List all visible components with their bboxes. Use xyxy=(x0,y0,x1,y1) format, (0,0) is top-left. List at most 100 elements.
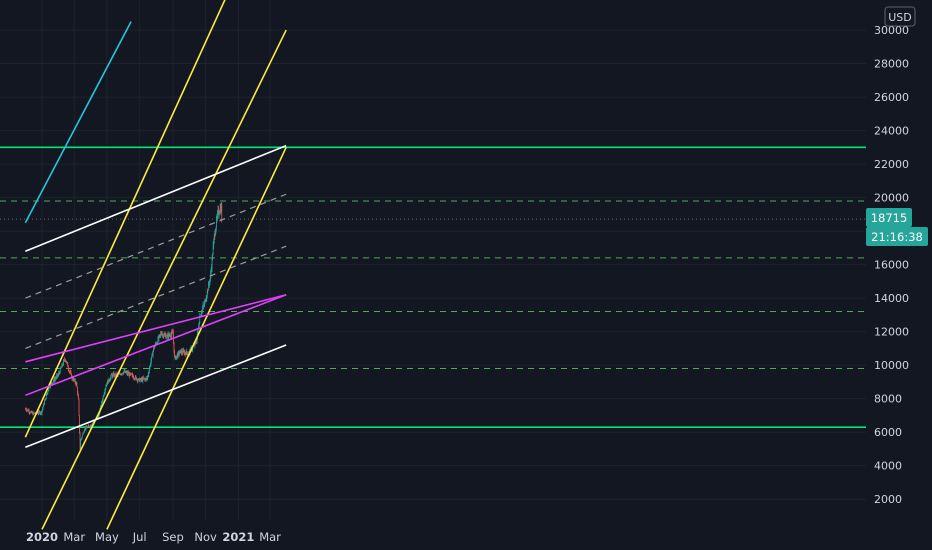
candle-body xyxy=(70,372,71,374)
candle-body xyxy=(79,415,80,434)
candle-body xyxy=(171,331,173,335)
candle-body xyxy=(195,342,196,343)
price-axis-label: 6000 xyxy=(874,426,902,439)
currency-label: USD xyxy=(888,11,912,24)
candle-body xyxy=(119,373,121,374)
candle-body xyxy=(91,425,92,426)
candle-body xyxy=(176,355,178,358)
candle-body xyxy=(174,356,176,358)
candle-body xyxy=(68,369,70,371)
candle-body xyxy=(80,438,82,441)
candle-body xyxy=(102,399,103,402)
candle-body xyxy=(30,411,32,413)
candle-body xyxy=(77,387,78,394)
candle-body xyxy=(122,373,124,375)
candle-body xyxy=(150,361,152,365)
candle-body xyxy=(52,381,54,383)
candle-body xyxy=(172,332,174,334)
candle-body xyxy=(129,373,130,376)
candle-body xyxy=(212,254,213,258)
candle-body xyxy=(182,350,184,354)
candle-body xyxy=(31,412,33,414)
candle-body xyxy=(220,208,222,212)
candle-body xyxy=(51,383,53,385)
candle-body xyxy=(60,367,62,369)
candle-body xyxy=(104,388,106,392)
candle-body xyxy=(146,378,147,379)
candle-body xyxy=(52,382,54,384)
candle-body xyxy=(204,300,206,302)
trend-line[interactable] xyxy=(25,144,287,252)
candle-body xyxy=(153,347,154,352)
currency-badge[interactable]: USD xyxy=(884,6,916,27)
candle-body xyxy=(202,305,204,309)
grid xyxy=(0,0,866,521)
candle-body xyxy=(202,308,203,311)
candle-body xyxy=(75,382,77,385)
candle-body xyxy=(123,370,125,372)
candle-body xyxy=(89,425,91,427)
candle-body xyxy=(177,352,179,358)
trend-line[interactable] xyxy=(25,245,287,349)
candle-body xyxy=(167,334,168,336)
candle-body xyxy=(82,433,84,436)
trend-line[interactable] xyxy=(25,193,287,299)
candle-body xyxy=(109,380,110,381)
candle-body xyxy=(62,364,64,366)
candle-body xyxy=(210,274,211,279)
trend-line[interactable] xyxy=(25,294,287,363)
candle-body xyxy=(211,257,213,268)
candle-body xyxy=(115,373,116,377)
candle-body xyxy=(145,378,146,381)
trend-lines[interactable] xyxy=(24,0,287,530)
candle-body xyxy=(63,359,65,361)
trend-line[interactable] xyxy=(25,294,287,397)
candle-body xyxy=(53,378,55,381)
time-axis[interactable]: 2020 Mar May Jul Sep Nov 2021 Mar xyxy=(26,530,281,544)
candle-body xyxy=(180,350,181,351)
trend-line[interactable] xyxy=(106,146,287,530)
candle-body xyxy=(165,335,167,339)
candle-body xyxy=(58,373,59,376)
price-tags: 18715 21:16:38 xyxy=(866,208,928,246)
price-axis-label: 14000 xyxy=(874,292,909,305)
candle-body xyxy=(161,333,163,336)
candle-body xyxy=(157,337,159,343)
candle-body xyxy=(80,440,81,450)
candle-body xyxy=(78,399,80,416)
candle-body xyxy=(218,213,220,215)
candle-body xyxy=(44,398,46,401)
trend-line[interactable] xyxy=(24,21,132,224)
candle-body xyxy=(33,412,35,414)
candle-body xyxy=(133,378,135,379)
candle-body xyxy=(72,379,74,381)
candle-body xyxy=(48,389,49,392)
candle-body xyxy=(69,370,70,372)
candle-body xyxy=(215,227,217,233)
trend-line[interactable] xyxy=(25,344,287,448)
candle-body xyxy=(172,331,173,333)
candle-body xyxy=(72,376,73,380)
price-axis-label: 26000 xyxy=(874,91,909,104)
candle-body xyxy=(212,245,214,255)
trend-line[interactable] xyxy=(41,29,287,530)
candle-body xyxy=(219,212,220,214)
candle-body xyxy=(119,373,121,375)
candle-body xyxy=(67,367,69,370)
candle-body xyxy=(141,378,143,380)
candle-body xyxy=(113,373,114,375)
candle-body xyxy=(134,378,136,380)
candle-body xyxy=(58,372,60,374)
candle-body xyxy=(142,377,144,381)
price-axis-label: 20000 xyxy=(874,192,909,205)
trend-line[interactable] xyxy=(24,0,237,438)
candle-body xyxy=(99,413,100,415)
candle-body xyxy=(70,372,72,374)
candle-body xyxy=(139,378,141,382)
candle-body xyxy=(175,356,177,359)
candle-body xyxy=(218,209,219,215)
candle-body xyxy=(51,382,53,384)
candle-body xyxy=(105,386,107,389)
candle-body xyxy=(130,373,132,375)
